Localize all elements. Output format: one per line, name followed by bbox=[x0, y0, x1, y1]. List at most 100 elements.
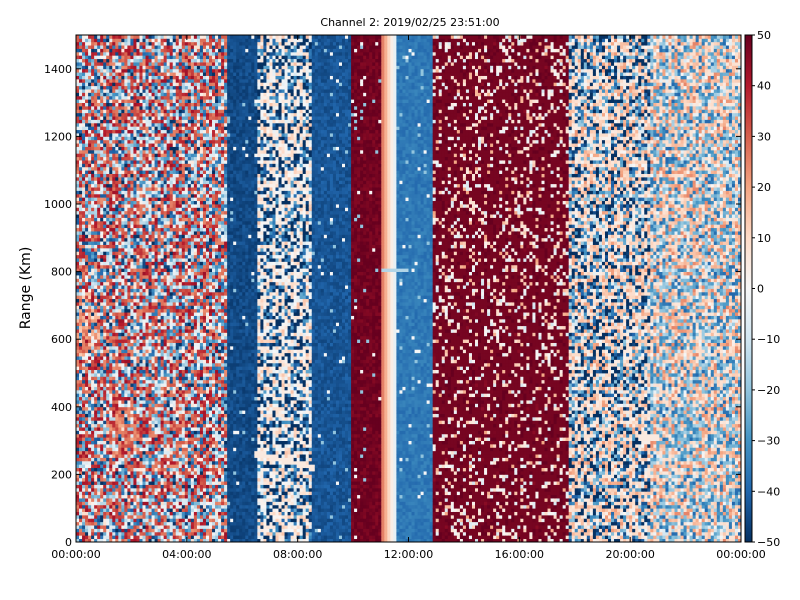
heatmap-cell bbox=[133, 217, 137, 222]
heatmap-cell bbox=[127, 247, 131, 252]
heatmap-cell bbox=[106, 315, 110, 320]
heatmap-cell bbox=[136, 187, 140, 191]
heatmap-cell bbox=[76, 247, 80, 252]
heatmap-cell bbox=[157, 45, 162, 49]
heatmap-cell bbox=[115, 447, 119, 452]
heatmap-cell bbox=[94, 531, 98, 536]
heatmap-cell bbox=[88, 521, 92, 526]
heatmap-cell bbox=[88, 149, 92, 154]
heatmap-cell bbox=[91, 437, 95, 441]
heatmap-cell bbox=[139, 214, 143, 218]
heatmap-cell bbox=[142, 514, 146, 519]
heatmap-cell bbox=[151, 65, 155, 70]
heatmap-cell bbox=[100, 356, 104, 360]
heatmap-cell bbox=[130, 187, 134, 191]
heatmap-cell bbox=[148, 271, 152, 276]
heatmap-cell bbox=[142, 525, 146, 529]
heatmap-cell bbox=[94, 214, 98, 218]
heatmap-cell bbox=[142, 119, 146, 124]
heatmap-cell bbox=[136, 430, 140, 435]
heatmap-cell bbox=[145, 210, 149, 215]
heatmap-cell bbox=[172, 82, 177, 87]
heatmap-cell bbox=[115, 383, 119, 387]
heatmap-cell bbox=[106, 234, 110, 239]
heatmap-cell bbox=[79, 261, 83, 266]
heatmap-cell bbox=[151, 312, 155, 316]
heatmap-cell bbox=[169, 477, 174, 482]
heatmap-cell bbox=[145, 271, 149, 276]
heatmap-cell bbox=[166, 160, 171, 164]
heatmap-cell bbox=[136, 173, 140, 178]
heatmap-cell bbox=[130, 362, 134, 367]
heatmap-cell bbox=[124, 295, 128, 300]
heatmap-cell bbox=[172, 521, 177, 526]
heatmap-cell bbox=[136, 298, 140, 303]
heatmap-cell bbox=[163, 393, 168, 398]
heatmap-cell bbox=[103, 116, 107, 120]
heatmap-cell bbox=[121, 75, 125, 80]
heatmap-cell bbox=[115, 437, 119, 441]
heatmap-cell bbox=[115, 160, 119, 164]
heatmap-cell bbox=[151, 318, 155, 323]
heatmap-cell bbox=[163, 180, 168, 185]
heatmap-cell bbox=[142, 518, 146, 523]
heatmap-cell bbox=[82, 227, 86, 232]
heatmap-cell bbox=[145, 514, 149, 519]
heatmap-cell bbox=[94, 278, 98, 283]
heatmap-cell bbox=[91, 170, 95, 174]
heatmap-cell bbox=[76, 156, 80, 161]
heatmap-cell bbox=[157, 75, 162, 80]
heatmap-cell bbox=[139, 247, 143, 252]
heatmap-cell bbox=[94, 72, 98, 76]
heatmap-cell bbox=[127, 160, 131, 164]
heatmap-cell bbox=[127, 383, 131, 387]
heatmap-cell bbox=[127, 494, 131, 499]
heatmap-cell bbox=[112, 122, 116, 127]
heatmap-cell bbox=[79, 308, 83, 313]
heatmap-cell bbox=[127, 207, 131, 212]
heatmap-cell bbox=[94, 433, 98, 438]
heatmap-cell bbox=[130, 525, 134, 529]
heatmap-cell bbox=[76, 197, 80, 202]
heatmap-cell bbox=[118, 237, 122, 242]
heatmap-cell bbox=[76, 400, 80, 404]
heatmap-cell bbox=[112, 291, 116, 296]
heatmap-cell bbox=[148, 234, 152, 239]
heatmap-cell bbox=[88, 204, 92, 208]
heatmap-cell bbox=[172, 531, 177, 536]
heatmap-cell bbox=[94, 474, 98, 479]
heatmap-cell bbox=[106, 122, 110, 127]
heatmap-cell bbox=[97, 85, 101, 90]
heatmap-cell bbox=[160, 78, 165, 83]
heatmap-cell bbox=[118, 433, 122, 438]
heatmap-cell bbox=[130, 376, 134, 381]
heatmap-cell bbox=[121, 423, 125, 428]
heatmap-cell bbox=[94, 173, 98, 178]
heatmap-cell bbox=[136, 362, 140, 367]
heatmap-cell bbox=[97, 68, 101, 73]
heatmap-cell bbox=[94, 271, 98, 276]
heatmap-cell bbox=[97, 528, 101, 533]
heatmap-cell bbox=[76, 193, 80, 198]
heatmap-cell bbox=[160, 45, 165, 49]
heatmap-cell bbox=[124, 102, 128, 107]
heatmap-cell bbox=[163, 413, 168, 418]
heatmap-cell bbox=[166, 440, 171, 445]
heatmap-cell bbox=[145, 352, 149, 357]
heatmap-cell bbox=[139, 38, 143, 43]
heatmap-cell bbox=[157, 55, 162, 60]
heatmap-cell bbox=[88, 247, 92, 252]
heatmap-cell bbox=[100, 48, 104, 53]
heatmap-cell bbox=[109, 410, 113, 414]
heatmap-cell bbox=[148, 285, 152, 289]
heatmap-cell bbox=[106, 464, 110, 469]
heatmap-cell bbox=[151, 457, 155, 462]
heatmap-cell bbox=[163, 99, 168, 103]
heatmap-cell bbox=[124, 261, 128, 266]
heatmap-cell bbox=[127, 288, 131, 293]
heatmap-cell bbox=[136, 133, 140, 137]
heatmap-cell bbox=[127, 75, 131, 80]
heatmap-cell bbox=[169, 268, 174, 272]
heatmap-cell bbox=[148, 237, 152, 242]
heatmap-cell bbox=[100, 146, 104, 151]
